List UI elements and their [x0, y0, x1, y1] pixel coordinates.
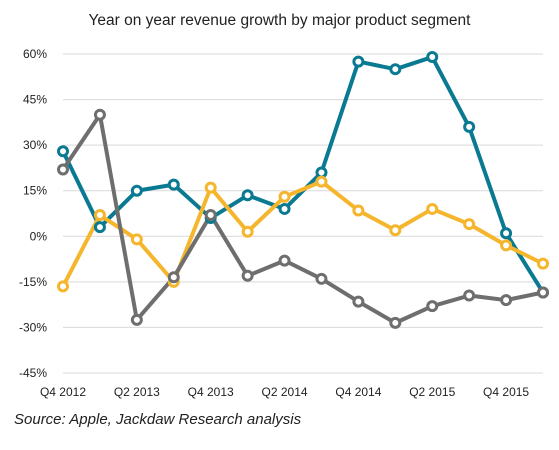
data-point-series-1	[167, 178, 180, 191]
data-point-series-3	[130, 313, 143, 326]
data-point-series-2	[463, 218, 476, 231]
y-tick-label: 45%	[23, 93, 47, 107]
y-tick-label: 15%	[23, 184, 47, 198]
data-point-series-3	[500, 294, 513, 307]
data-point-series-2	[130, 233, 143, 246]
data-point-series-3	[204, 209, 217, 222]
y-tick-label: 0%	[30, 229, 48, 243]
data-point-series-2	[500, 239, 513, 252]
x-tick-label: Q2 2013	[114, 385, 160, 399]
x-tick-label: Q4 2012	[40, 385, 86, 399]
data-point-series-3	[537, 286, 549, 299]
data-point-series-2	[93, 209, 106, 222]
data-point-series-3	[389, 316, 402, 329]
x-tick-label: Q2 2014	[262, 385, 308, 399]
y-tick-label: 60%	[23, 47, 47, 61]
y-tick-label: 30%	[23, 138, 47, 152]
data-point-series-3	[93, 108, 106, 121]
data-point-series-3	[463, 289, 476, 302]
series-line-1	[61, 55, 545, 294]
data-point-series-3	[241, 269, 254, 282]
x-tick-label: Q4 2013	[188, 385, 234, 399]
data-point-series-1	[57, 145, 69, 158]
x-tick-label: Q2 2015	[409, 385, 455, 399]
x-tick-label: Q4 2014	[335, 385, 381, 399]
y-tick-label: -45%	[19, 366, 47, 380]
data-point-series-3	[315, 272, 328, 285]
data-point-series-2	[352, 204, 365, 217]
y-axis-ticks: 60% 45% 30% 15% 0% -15% -30% -45%	[19, 47, 47, 380]
data-point-series-1	[426, 51, 439, 64]
y-tick-label: -15%	[19, 275, 47, 289]
data-point-series-2	[241, 225, 254, 238]
data-point-series-1	[352, 55, 365, 68]
series-group	[57, 51, 549, 329]
series-line-3	[61, 112, 544, 325]
data-point-series-1	[241, 189, 254, 202]
data-point-series-1	[389, 63, 402, 76]
x-tick-label: Q4 2015	[483, 385, 529, 399]
data-point-series-3	[352, 295, 365, 308]
data-point-series-2	[537, 257, 549, 270]
data-point-series-1	[500, 227, 513, 240]
data-point-series-2	[389, 224, 402, 237]
source-note: Source: Apple, Jackdaw Research analysis	[14, 411, 302, 428]
data-point-series-1	[463, 120, 476, 133]
data-point-series-3	[426, 300, 439, 313]
series-line-2	[61, 179, 544, 288]
data-point-series-2	[426, 202, 439, 215]
data-point-series-2	[57, 280, 69, 293]
data-point-series-1	[130, 184, 143, 197]
data-point-series-1	[278, 202, 291, 215]
data-point-series-2	[278, 190, 291, 203]
chart-title: Year on year revenue growth by major pro…	[88, 12, 471, 29]
y-tick-label: -30%	[19, 320, 47, 334]
data-point-series-3	[167, 271, 180, 284]
data-point-series-2	[204, 181, 217, 194]
data-point-series-3	[278, 254, 291, 267]
data-point-series-2	[315, 175, 328, 188]
x-axis-ticks: Q4 2012 Q2 2013 Q4 2013 Q2 2014 Q4 2014 Q2 20…	[40, 385, 529, 399]
data-point-series-3	[57, 163, 69, 176]
data-point-series-1	[93, 221, 106, 234]
